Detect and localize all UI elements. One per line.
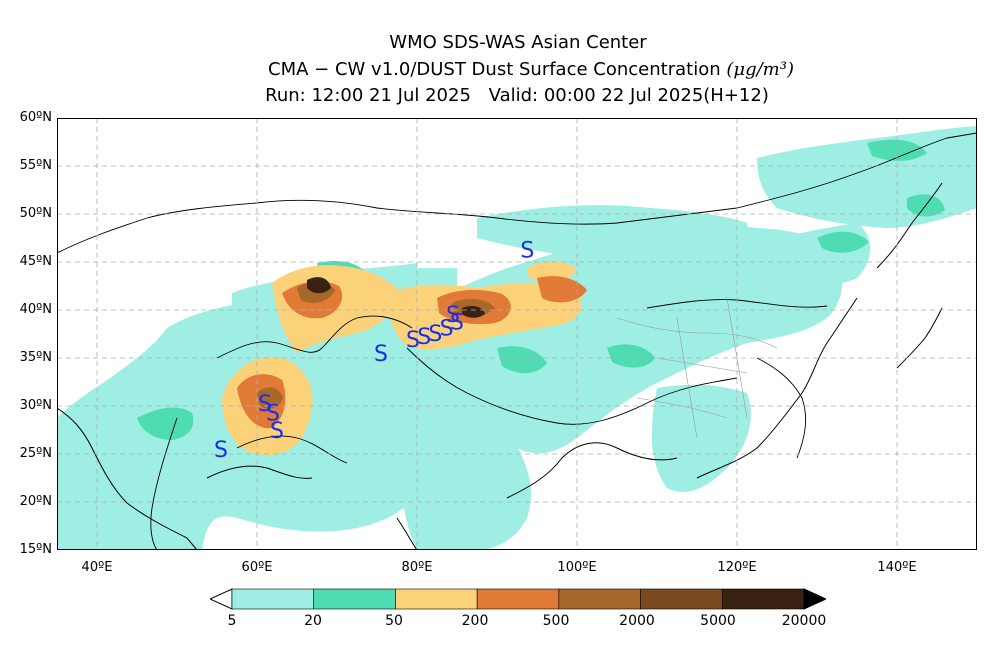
dust-level-2000-20000 [307,277,485,318]
dust-storm-marker: S [428,322,442,347]
lon-label-100: 100ºE [557,560,597,575]
colorbar-bin-3 [476,588,560,610]
dust-storm-marker: S [266,402,280,427]
colorbar [210,588,826,610]
lon-label-140: 140ºE [877,560,917,575]
colorbar-label-5: 5 [227,613,237,629]
country-boundaries [57,132,977,550]
unit-label: (μg/m³) [726,59,794,80]
lat-label-60: 60ºN [19,110,52,125]
title-line-1: WMO SDS-WAS Asian Center [389,32,647,53]
model-name: CMA − CW v1.0/DUST Dust Surface Concentr… [268,59,721,80]
dust-storm-marker: S [406,328,420,353]
colorbar-bin-6 [721,588,805,610]
dust-storm-marker: S [270,419,284,444]
colorbar-label-20: 20 [304,613,322,629]
lat-label-35: 35ºN [19,350,52,365]
dust-storm-marker: S [214,438,228,463]
lon-label-80: 80ºE [401,560,433,575]
dust-storm-marker: S [520,239,534,264]
dust-storm-marker: S [417,325,431,350]
lon-label-40: 40ºE [81,560,113,575]
dust-storm-marker: S [374,342,388,367]
lon-label-60: 60ºE [241,560,273,575]
lat-label-40: 40ºN [19,302,52,317]
run-time: Run: 12:00 21 Jul 2025 [265,85,471,106]
lat-label-45: 45ºN [19,254,52,269]
title-line-2: CMA − CW v1.0/DUST Dust Surface Concentr… [31,59,1000,80]
dust-storm-marker: S [450,311,464,336]
lat-label-15: 15ºN [19,542,52,557]
valid-time: Valid: 00:00 22 Jul 2025(H+12) [488,85,769,106]
lat-label-25: 25ºN [19,446,52,461]
lat-label-55: 55ºN [19,158,52,173]
title-line-3: Run: 12:00 21 Jul 2025 Valid: 00:00 22 J… [17,85,1000,106]
colorbar-bin-2 [395,588,478,610]
colorbar-bin-0 [231,588,315,610]
map-frame [57,118,977,550]
colorbar-label-500: 500 [542,613,570,629]
lat-label-50: 50ºN [19,206,52,221]
dust-storm-marker: S [440,316,454,341]
dust-storm-marker: S [446,303,460,328]
lon-label-120: 120ºE [717,560,757,575]
colorbar-label-5000: 5000 [700,613,736,629]
colorbar-label-50: 50 [385,613,403,629]
colorbar-bin-1 [313,588,396,610]
lat-label-30: 30ºN [19,398,52,413]
colorbar-label-2000: 2000 [619,613,655,629]
colorbar-label-20000: 20000 [781,613,827,629]
colorbar-bin-4 [558,588,641,610]
dust-storm-marker: S [258,392,272,417]
lat-label-20: 20ºN [19,494,52,509]
colorbar-min-arrow [210,588,233,610]
colorbar-label-200: 200 [461,613,489,629]
graticule [57,118,977,550]
coastlines [57,182,943,550]
colorbar-max-arrow [803,588,826,610]
colorbar-bin-5 [640,588,723,610]
